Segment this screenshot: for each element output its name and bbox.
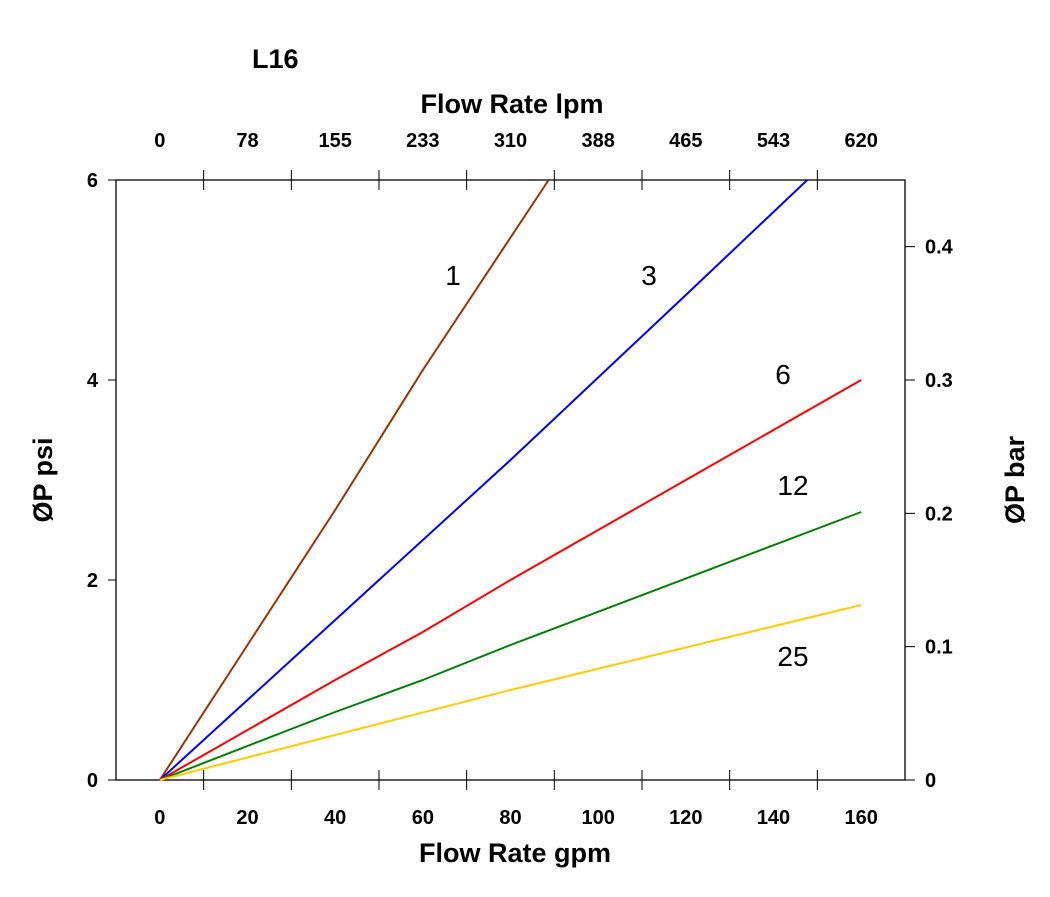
y2-tick-label: 0.1 [925,637,953,659]
series-line-12 [159,511,862,781]
plot-frame [115,179,906,781]
y-tick-label: 0 [87,770,98,792]
series-label-1: 1 [445,260,461,291]
x-tick-label: 40 [324,807,346,829]
x2-tick-label: 78 [236,130,258,152]
x2-tick-label: 388 [581,130,614,152]
y2-tick-label: 0.4 [925,237,954,259]
x-tick-label: 160 [844,807,877,829]
series-label-6: 6 [775,359,791,390]
series-label-12: 12 [777,470,808,501]
x2-tick-label: 0 [154,130,165,152]
x-tick-label: 60 [412,807,434,829]
x-tick-label: 20 [236,807,258,829]
series-line-1 [158,179,550,781]
left-axis-label: ØP psi [28,437,58,522]
x2-tick-label: 233 [406,130,439,152]
series-line-6 [159,379,862,781]
x-tick-label: 100 [581,807,614,829]
y-tick-label: 6 [87,170,98,192]
y2-tick-label: 0 [925,770,936,792]
series-label-25: 25 [777,641,808,672]
top-axis-label: Flow Rate lpm [420,89,603,119]
x2-tick-label: 155 [318,130,351,152]
x-tick-label: 140 [757,807,790,829]
x-tick-label: 0 [154,807,165,829]
y2-tick-label: 0.2 [925,503,953,525]
y2-tick-label: 0.3 [925,370,953,392]
bottom-axis-label: Flow Rate gpm [419,838,611,868]
x-tick-label: 80 [499,807,521,829]
series-line-25 [159,604,862,781]
x-tick-label: 120 [669,807,702,829]
y-tick-label: 4 [87,370,99,392]
x2-tick-label: 543 [757,130,790,152]
y-tick-label: 2 [87,570,98,592]
x2-tick-label: 465 [669,130,702,152]
chart-title: L16 [252,44,299,74]
series-label-3: 3 [641,260,657,291]
series-line-3 [159,179,808,781]
x2-tick-label: 310 [494,130,527,152]
right-axis-label: ØP bar [1000,435,1030,524]
x2-tick-label: 620 [844,130,877,152]
